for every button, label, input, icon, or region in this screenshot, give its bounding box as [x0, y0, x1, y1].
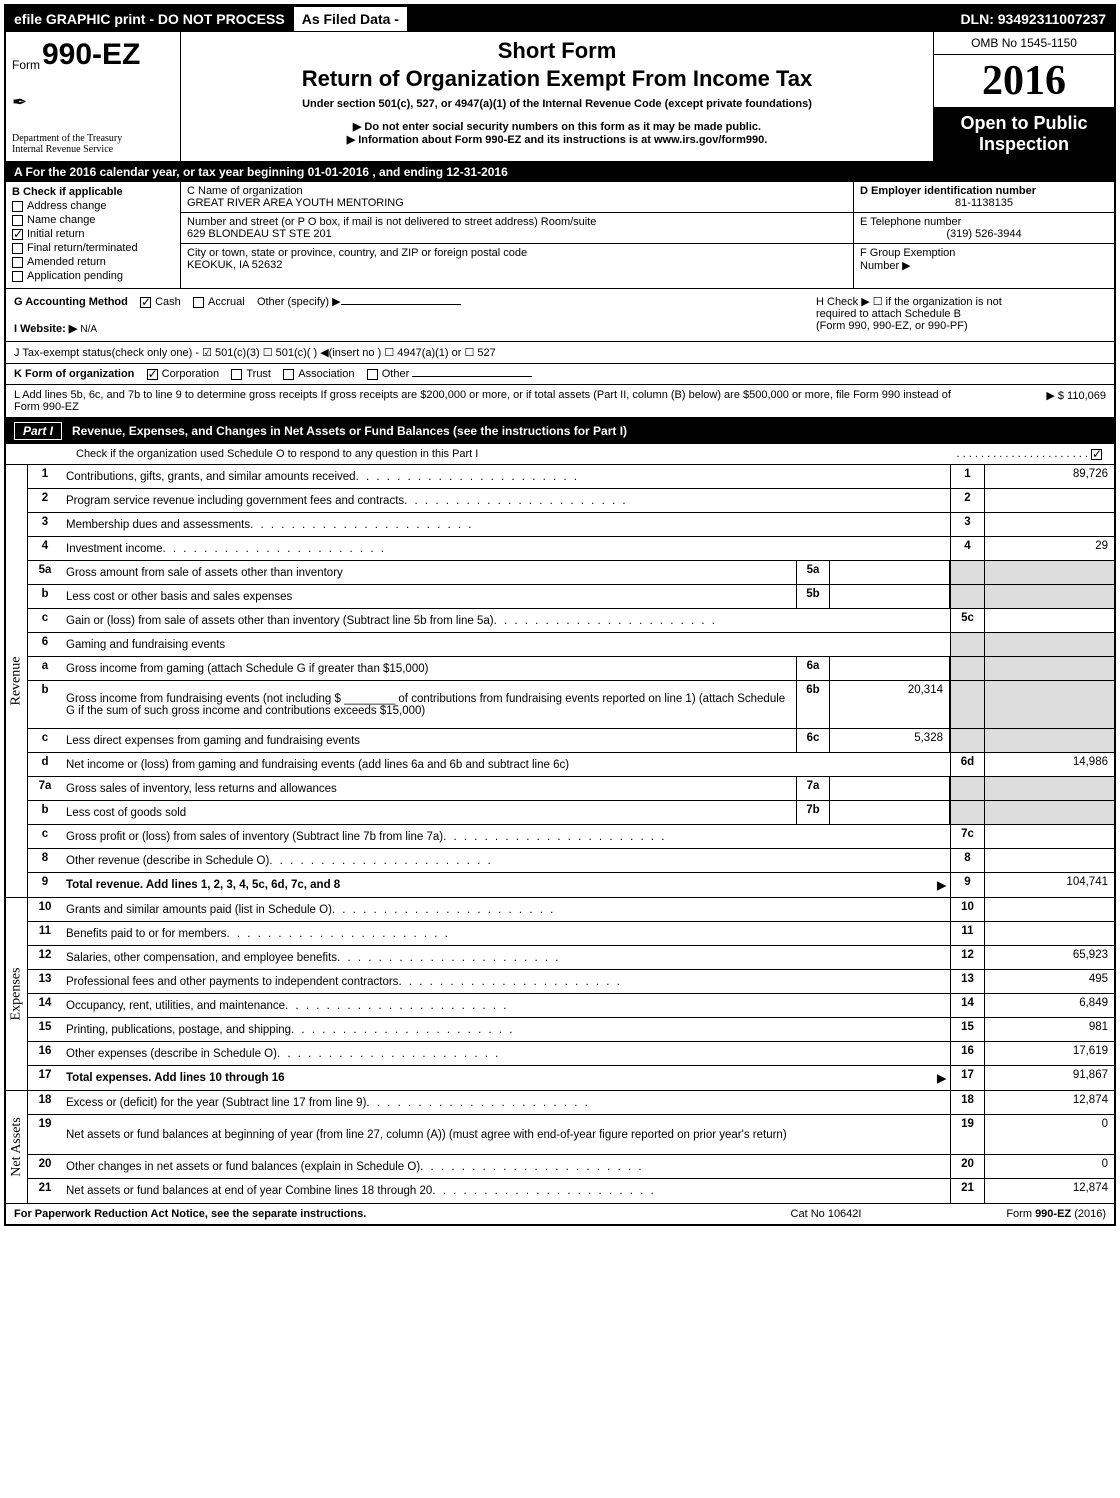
row-h: H Check ▶ ☐ if the organization is not r…	[806, 295, 1106, 332]
asfiled-label: As Filed Data -	[293, 6, 408, 32]
form-ref: Form 990-EZ (2016)	[926, 1208, 1106, 1220]
ein-value: 81-1138135	[860, 197, 1108, 209]
check-address[interactable]: Address change	[12, 200, 174, 212]
check-amended[interactable]: Amended return	[12, 256, 174, 268]
dln-label: DLN: 93492311007237	[952, 7, 1114, 31]
line1-value: 89,726	[984, 465, 1114, 488]
check-name[interactable]: Name change	[12, 214, 174, 226]
omb-number: OMB No 1545-1150	[934, 32, 1114, 55]
city-value: KEOKUK, IA 52632	[187, 259, 847, 271]
check-trust[interactable]	[231, 369, 242, 380]
part1-check: Check if the organization used Schedule …	[6, 444, 1114, 465]
line6b-value: 20,314	[830, 681, 950, 728]
line4-value: 29	[984, 537, 1114, 560]
netassets-table: Net Assets 18Excess or (deficit) for the…	[6, 1091, 1114, 1203]
line12-value: 65,923	[984, 946, 1114, 969]
line19-value: 0	[984, 1115, 1114, 1154]
form-page: efile GRAPHIC print - DO NOT PROCESS As …	[4, 4, 1116, 1226]
line13-value: 495	[984, 970, 1114, 993]
group-exempt-label: F Group Exemption	[860, 247, 1108, 259]
line9-value: 104,741	[984, 873, 1114, 897]
line20-value: 0	[984, 1155, 1114, 1178]
netassets-side-label: Net Assets	[6, 1091, 28, 1203]
col-b: B Check if applicable Address change Nam…	[6, 182, 181, 288]
revenue-side-label: Revenue	[6, 465, 28, 897]
check-cash[interactable]	[140, 297, 151, 308]
short-form-title: Short Form	[191, 38, 923, 64]
arrow1: ▶ Do not enter social security numbers o…	[191, 120, 923, 133]
top-bar: efile GRAPHIC print - DO NOT PROCESS As …	[6, 6, 1114, 32]
check-pending[interactable]: Application pending	[12, 270, 174, 282]
line16-value: 17,619	[984, 1042, 1114, 1065]
efile-label: efile GRAPHIC print - DO NOT PROCESS	[6, 7, 293, 31]
dept-irs: Internal Revenue Service	[12, 144, 174, 155]
page-footer: For Paperwork Reduction Act Notice, see …	[6, 1203, 1114, 1224]
row-k: K Form of organization Corporation Trust…	[6, 364, 1114, 385]
row-l: L Add lines 5b, 6c, and 7b to line 9 to …	[6, 385, 1114, 418]
city-label: City or town, state or province, country…	[187, 247, 847, 259]
website-label: I Website: ▶	[14, 323, 77, 335]
check-final[interactable]: Final return/terminated	[12, 242, 174, 254]
revenue-table: Revenue 1Contributions, gifts, grants, a…	[6, 465, 1114, 898]
row-a: A For the 2016 calendar year, or tax yea…	[6, 162, 1114, 182]
under-section: Under section 501(c), 527, or 4947(a)(1)…	[191, 98, 923, 110]
tax-year: 2016	[934, 55, 1114, 107]
check-accrual[interactable]	[193, 297, 204, 308]
header-grid: Form 990-EZ ✒ Department of the Treasury…	[6, 32, 1114, 162]
check-corp[interactable]	[147, 369, 158, 380]
street-value: 629 BLONDEAU ST STE 201	[187, 228, 847, 240]
part1-header: Part I Revenue, Expenses, and Changes in…	[6, 418, 1114, 444]
website-value: N/A	[80, 324, 97, 335]
line21-value: 12,874	[984, 1179, 1114, 1203]
dept-treasury: Department of the Treasury	[12, 133, 174, 144]
street-label: Number and street (or P O box, if mail i…	[187, 216, 847, 228]
accounting-label: G Accounting Method	[14, 296, 128, 308]
arrow2: ▶ Information about Form 990-EZ and its …	[191, 133, 923, 146]
expenses-table: Expenses 10Grants and similar amounts pa…	[6, 898, 1114, 1091]
line17-value: 91,867	[984, 1066, 1114, 1090]
check-initial[interactable]: Initial return	[12, 228, 174, 240]
col-de: D Employer identification number 81-1138…	[854, 182, 1114, 288]
form-number: Form 990-EZ	[12, 38, 174, 72]
ein-label: D Employer identification number	[860, 185, 1108, 197]
group-exempt-number: Number ▶	[860, 259, 1108, 272]
return-title: Return of Organization Exempt From Incom…	[191, 66, 923, 92]
line6d-value: 14,986	[984, 753, 1114, 776]
cat-number: Cat No 10642I	[726, 1208, 926, 1220]
expenses-side-label: Expenses	[6, 898, 28, 1090]
check-other[interactable]	[367, 369, 378, 380]
row-j: J Tax-exempt status(check only one) - ☑ …	[6, 342, 1114, 364]
phone-label: E Telephone number	[860, 216, 1108, 228]
col-c: C Name of organization GREAT RIVER AREA …	[181, 182, 854, 288]
line6c-value: 5,328	[830, 729, 950, 752]
check-assoc[interactable]	[283, 369, 294, 380]
open-public-badge: Open to Public Inspection	[934, 107, 1114, 161]
check-schedule-o[interactable]	[1091, 449, 1102, 460]
org-name-label: C Name of organization	[187, 185, 847, 197]
paperwork-notice: For Paperwork Reduction Act Notice, see …	[14, 1208, 726, 1220]
row-gh: G Accounting Method Cash Accrual Other (…	[6, 289, 1114, 342]
gross-receipts: ▶ $ 110,069	[966, 389, 1106, 413]
section-bcde: B Check if applicable Address change Nam…	[6, 182, 1114, 289]
org-name-value: GREAT RIVER AREA YOUTH MENTORING	[187, 197, 847, 209]
line18-value: 12,874	[984, 1091, 1114, 1114]
line15-value: 981	[984, 1018, 1114, 1041]
phone-value: (319) 526-3944	[860, 228, 1108, 240]
line14-value: 6,849	[984, 994, 1114, 1017]
